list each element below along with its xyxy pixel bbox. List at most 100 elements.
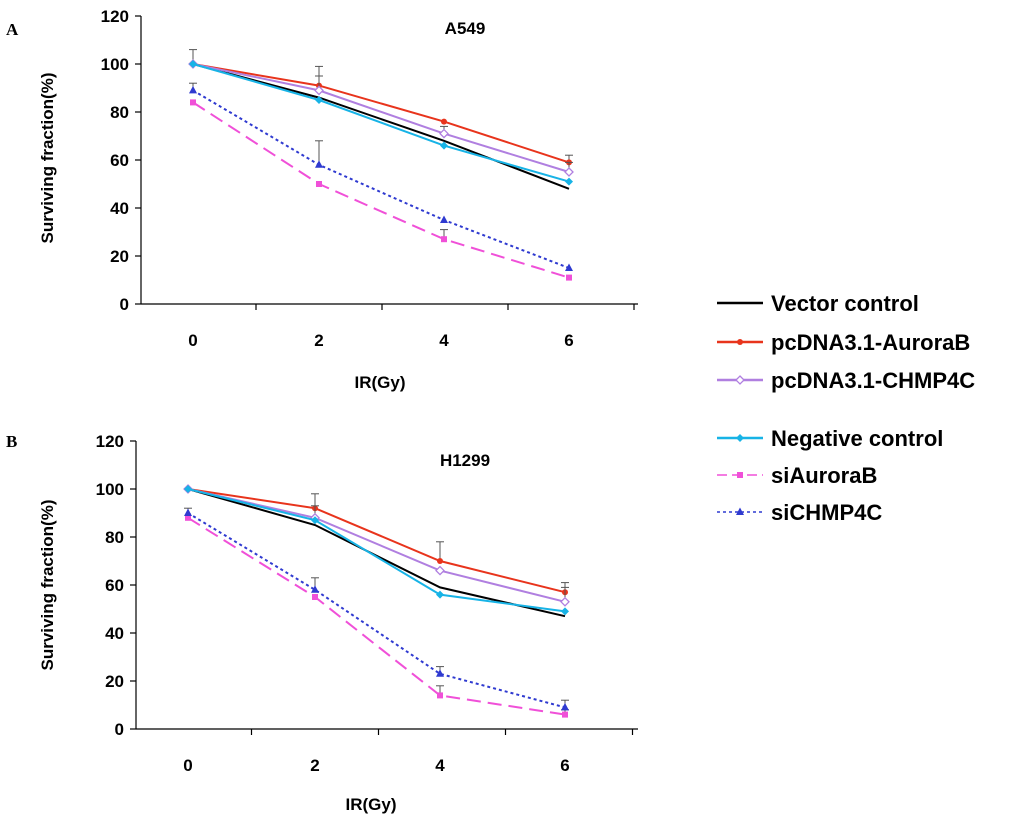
y-tick-label: 120 [96, 432, 124, 451]
series-line-negative-control [187, 488, 566, 613]
series-line-vector-control [187, 488, 566, 618]
legend-item-pcdna3-1-aurorab: pcDNA3.1-AuroraB [717, 330, 970, 355]
data-point [437, 692, 443, 699]
series-line-vector-control [192, 63, 570, 190]
legend-item-vector-control: Vector control [717, 291, 919, 316]
legend-item-siaurorab: siAuroraB [717, 463, 877, 488]
data-point [315, 96, 323, 104]
data-point [561, 702, 569, 711]
y-tick-label: 20 [110, 247, 129, 266]
data-point [184, 508, 192, 516]
data-point [565, 177, 573, 186]
legend-swatch-marker [737, 472, 743, 478]
series-line-siaurorab [187, 516, 566, 716]
series-sichmp4c [189, 82, 573, 271]
data-point [561, 607, 569, 616]
legend-label: pcDNA3.1-CHMP4C [771, 368, 975, 393]
series-line-sichmp4c [192, 89, 570, 269]
x-tick-label: 6 [560, 756, 569, 775]
chart-title: H1299 [440, 451, 490, 470]
x-tick-label: 2 [314, 331, 323, 350]
data-point [311, 516, 319, 525]
y-axis-title: Surviving fraction(%) [38, 73, 57, 244]
y-tick-label: 100 [96, 480, 124, 499]
panel-letter-a: A [6, 20, 19, 39]
series-siaurorab [185, 514, 569, 718]
data-point [311, 585, 319, 593]
y-tick-label: 60 [105, 576, 124, 595]
data-point [436, 669, 444, 677]
data-point [564, 167, 574, 177]
data-point [439, 128, 449, 139]
data-point [441, 118, 447, 125]
x-tick-label: 0 [188, 331, 197, 350]
y-tick-label: 0 [115, 720, 124, 739]
data-point [440, 215, 448, 223]
y-tick-label: 0 [120, 295, 129, 314]
series-vector-control [187, 488, 566, 618]
chart-h1299: 0 20 40 60 80 100 120 0 2 4 6 H1299 IR(Gy) Surviving … [38, 432, 638, 814]
series-line-sichmp4c [187, 512, 566, 709]
legend-label: pcDNA3.1-AuroraB [771, 330, 970, 355]
data-point [565, 263, 573, 271]
series-vector-control [192, 63, 570, 190]
series-line-pcdna3-1-aurorab [192, 63, 570, 164]
data-point [566, 274, 572, 281]
x-axis-title: IR(Gy) [346, 795, 397, 814]
series-line-pcdna3-1-chmp4c [187, 488, 566, 603]
data-point [316, 181, 322, 187]
legend-swatch-marker [736, 434, 744, 442]
legend-swatch-marker [735, 375, 745, 385]
y-tick-label: 120 [101, 7, 129, 26]
legend-item-pcdna3-1-chmp4c: pcDNA3.1-CHMP4C [717, 368, 975, 393]
x-tick-label: 4 [439, 331, 449, 350]
data-point [562, 711, 568, 718]
series-line-negative-control [192, 63, 570, 183]
series-line-siaurorab [192, 101, 570, 279]
series-negative-control [184, 485, 569, 616]
series-line-pcdna3-1-aurorab [187, 488, 566, 594]
x-tick-label: 0 [183, 756, 192, 775]
chart-a549: 0 20 40 60 80 100 120 0 2 4 6 A549 IR(Gy) Surviving f… [38, 7, 638, 392]
data-point [189, 85, 197, 94]
legend-swatch-marker [737, 339, 743, 345]
series-negative-control [189, 60, 573, 186]
data-point [435, 565, 445, 576]
data-point [315, 160, 323, 168]
x-tick-label: 2 [310, 756, 319, 775]
x-axis-title: IR(Gy) [355, 373, 406, 392]
legend-label: Vector control [771, 291, 919, 316]
legend-item-sichmp4c: siCHMP4C [717, 500, 882, 525]
y-tick-label: 40 [110, 199, 129, 218]
y-tick-label: 100 [101, 55, 129, 74]
data-point [190, 99, 196, 106]
legend-label: Negative control [771, 426, 943, 451]
y-tick-label: 40 [105, 624, 124, 643]
panel-letter-b: B [6, 432, 17, 451]
data-point [440, 141, 448, 150]
x-tick-label: 4 [435, 756, 445, 775]
data-point [185, 514, 191, 521]
legend: Vector control pcDNA3.1-AuroraB pcDNA3.1-C… [717, 291, 975, 525]
legend-label: siAuroraB [771, 463, 877, 488]
data-point [437, 558, 443, 564]
legend-label: siCHMP4C [771, 500, 882, 525]
y-tick-label: 80 [105, 528, 124, 547]
series-siaurorab [190, 99, 572, 281]
data-point [436, 590, 444, 599]
series-sichmp4c [184, 507, 569, 711]
y-tick-label: 80 [110, 103, 129, 122]
legend-item-negative-control: Negative control [717, 426, 943, 451]
chart-title: A549 [445, 19, 486, 38]
y-tick-label: 60 [110, 151, 129, 170]
legend-swatch-marker [736, 507, 744, 515]
data-point [184, 485, 192, 493]
data-point [312, 594, 318, 600]
y-tick-label: 20 [105, 672, 124, 691]
data-point [560, 596, 570, 607]
y-axis-title: Surviving fraction(%) [38, 500, 57, 671]
series-pcdna3-1-aurorab [189, 49, 573, 166]
data-point [314, 85, 324, 96]
x-tick-label: 6 [564, 331, 573, 350]
